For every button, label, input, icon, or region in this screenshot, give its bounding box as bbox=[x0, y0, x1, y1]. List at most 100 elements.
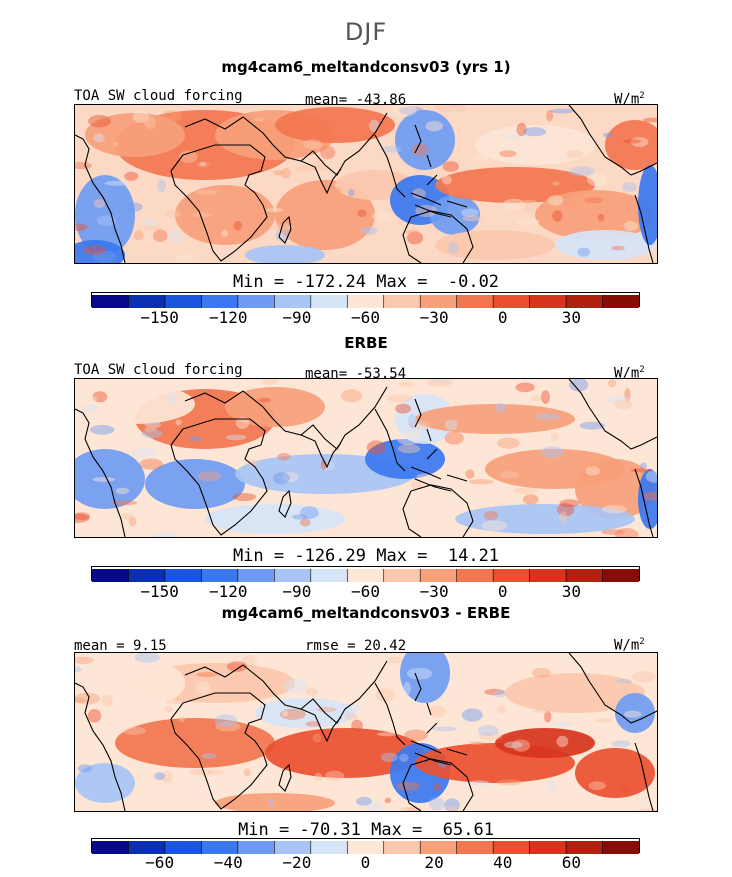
field-speckle bbox=[225, 434, 247, 441]
field-speckle bbox=[133, 230, 144, 241]
field-speckle bbox=[468, 780, 490, 786]
panel-1-variable: TOA SW cloud forcing bbox=[74, 88, 243, 104]
panel-2-units: W/m2 bbox=[614, 362, 645, 382]
field-speckle bbox=[588, 781, 606, 791]
panel-1-units: W/m2 bbox=[614, 88, 645, 108]
field-speckle bbox=[195, 681, 211, 695]
field-speckle bbox=[192, 212, 212, 218]
field-contour bbox=[575, 748, 655, 798]
colorbar-swatch bbox=[201, 295, 239, 308]
panel-1-colorbar-svg bbox=[92, 295, 640, 308]
coastline bbox=[402, 758, 474, 811]
field-speckle bbox=[279, 708, 306, 720]
field-speckle bbox=[87, 709, 102, 723]
panel-2-minmax: Min = -126.29 Max = 14.21 bbox=[232, 546, 500, 566]
field-speckle bbox=[86, 439, 112, 449]
field-speckle bbox=[348, 189, 355, 197]
field-speckle bbox=[75, 697, 86, 704]
coastline bbox=[278, 215, 292, 244]
field-speckle bbox=[444, 798, 460, 811]
field-contour bbox=[245, 245, 325, 263]
field-speckle bbox=[448, 805, 460, 811]
colorbar-tick-label: −90 bbox=[282, 308, 312, 327]
field-speckle bbox=[395, 403, 412, 414]
field-speckle bbox=[586, 172, 608, 187]
field-speckle bbox=[258, 397, 271, 403]
field-contour bbox=[435, 230, 555, 260]
field-speckle bbox=[305, 687, 318, 696]
coastline bbox=[170, 144, 268, 262]
field-speckle bbox=[215, 721, 241, 732]
field-speckle bbox=[645, 470, 657, 483]
field-speckle bbox=[569, 166, 595, 177]
panel-2-map bbox=[74, 378, 658, 538]
field-speckle bbox=[366, 440, 386, 455]
field-speckle bbox=[622, 182, 637, 192]
colorbar-swatch bbox=[201, 569, 239, 582]
panel-1-title: mg4cam6_meltandconsv03 (yrs 1) bbox=[221, 58, 511, 76]
field-speckle bbox=[535, 413, 561, 420]
field-speckle bbox=[93, 133, 105, 143]
field-speckle bbox=[75, 656, 94, 665]
colorbar-swatch bbox=[237, 841, 275, 854]
colorbar-swatch bbox=[274, 295, 312, 308]
field-speckle bbox=[340, 389, 363, 403]
field-contour bbox=[255, 698, 355, 728]
field-contour bbox=[145, 459, 245, 509]
field-speckle bbox=[168, 392, 177, 406]
coastline bbox=[568, 653, 657, 724]
field-speckle bbox=[499, 150, 517, 158]
field-speckle bbox=[566, 405, 586, 414]
field-speckle bbox=[124, 171, 139, 181]
map-field bbox=[75, 653, 657, 811]
field-speckle bbox=[429, 705, 446, 719]
field-speckle bbox=[142, 219, 159, 226]
field-speckle bbox=[541, 446, 565, 459]
field-speckle bbox=[120, 512, 134, 520]
coastline bbox=[402, 484, 474, 537]
field-speckle bbox=[541, 390, 550, 404]
field-speckle bbox=[357, 209, 367, 217]
field-speckle bbox=[406, 229, 420, 235]
colorbar-swatch bbox=[164, 841, 202, 854]
field-contour bbox=[430, 195, 480, 235]
field-speckle bbox=[442, 161, 459, 172]
field-speckle bbox=[481, 520, 508, 531]
field-speckle bbox=[152, 531, 179, 537]
coastline bbox=[634, 742, 654, 811]
field-speckle bbox=[92, 250, 117, 263]
field-speckle bbox=[89, 424, 115, 435]
coastlines bbox=[75, 653, 657, 811]
field-contour bbox=[75, 763, 135, 803]
panel-1-units-sup: 2 bbox=[639, 91, 645, 101]
field-speckle bbox=[235, 417, 250, 429]
field-speckle bbox=[292, 514, 308, 520]
field-speckle bbox=[522, 127, 547, 137]
field-speckle bbox=[233, 220, 242, 231]
panel-2-map-svg bbox=[75, 379, 657, 537]
field-speckle bbox=[622, 139, 642, 144]
field-speckle bbox=[607, 379, 617, 388]
colorbar-tick-label: 0 bbox=[497, 582, 508, 601]
field-speckle bbox=[325, 770, 345, 782]
field-speckle bbox=[583, 407, 589, 418]
coastlines bbox=[75, 379, 657, 537]
field-speckle bbox=[516, 218, 540, 225]
field-speckle bbox=[559, 499, 580, 507]
field-speckle bbox=[492, 690, 507, 698]
field-speckle bbox=[221, 229, 228, 237]
field-speckle bbox=[408, 414, 417, 428]
field-speckle bbox=[462, 215, 483, 222]
colorbar-swatch bbox=[566, 569, 604, 582]
field-speckle bbox=[453, 105, 466, 113]
colorbar-swatch bbox=[128, 295, 166, 308]
field-speckle bbox=[188, 435, 202, 442]
field-speckle bbox=[316, 707, 337, 713]
colorbar-swatch bbox=[602, 295, 640, 308]
field-speckle bbox=[115, 487, 130, 495]
field-speckle bbox=[398, 106, 425, 116]
field-speckle bbox=[441, 175, 452, 185]
coastline bbox=[374, 682, 468, 766]
field-speckle bbox=[93, 199, 105, 208]
field-speckle bbox=[584, 197, 604, 204]
